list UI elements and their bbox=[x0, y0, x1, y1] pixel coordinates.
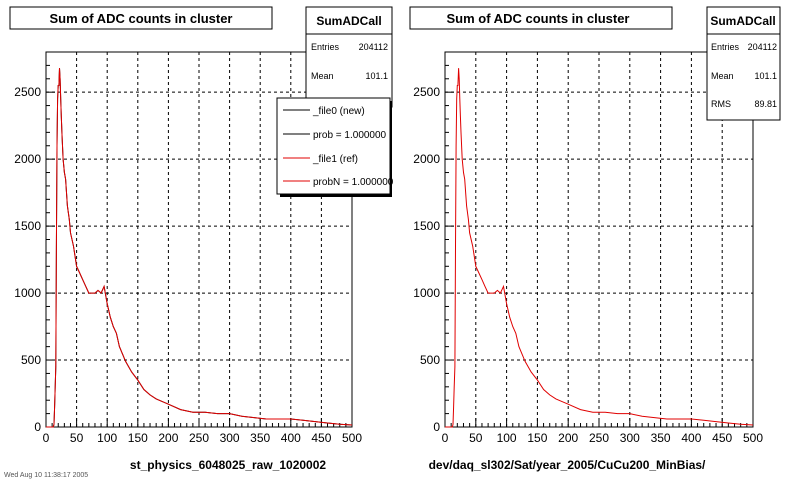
left-x-tick-label: 300 bbox=[220, 431, 240, 445]
left-x-tick-label: 50 bbox=[70, 431, 84, 445]
left-chart-title: Sum of ADC counts in cluster bbox=[50, 11, 233, 26]
right-y-tick-label: 2000 bbox=[413, 152, 440, 166]
right-chart-title: Sum of ADC counts in cluster bbox=[447, 11, 630, 26]
left-title-box bbox=[9, 6, 273, 30]
right-x-tick-label: 400 bbox=[681, 431, 701, 445]
left-x-tick-label: 350 bbox=[250, 431, 270, 445]
footer-timestamp: Wed Aug 10 11:38:17 2005 bbox=[4, 472, 88, 479]
left-x-tick-label: 200 bbox=[158, 431, 178, 445]
right-x-tick-label: 500 bbox=[743, 431, 763, 445]
left-x-tick-label: 0 bbox=[43, 431, 50, 445]
left-x-tick-label: 500 bbox=[342, 431, 362, 445]
left-y-tick-label: 1500 bbox=[14, 219, 41, 233]
left-stats-entries-label: Entries bbox=[311, 42, 340, 52]
left-x-tick-label: 250 bbox=[189, 431, 209, 445]
left-y-tick-label: 0 bbox=[34, 420, 41, 434]
right-stats-rms-value: 89.81 bbox=[754, 99, 777, 109]
left-x-tick-label: 450 bbox=[311, 431, 331, 445]
right-x-tick-label: 450 bbox=[712, 431, 732, 445]
left-x-axis-label: st_physics_6048025_raw_1020002 bbox=[130, 458, 326, 472]
legend-label-probn: probN = 1.000000 bbox=[313, 177, 394, 188]
left-stats-mean-label: Mean bbox=[311, 71, 334, 81]
right-x-tick-label: 150 bbox=[527, 431, 547, 445]
legend-frame bbox=[276, 97, 391, 195]
right-stats-entries-label: Entries bbox=[711, 42, 740, 52]
right-stats-rms-label: RMS bbox=[711, 99, 731, 109]
right-title-box bbox=[409, 6, 673, 30]
legend-label-prob: prob = 1.000000 bbox=[313, 130, 387, 141]
left-stats-name: SumADCall bbox=[316, 14, 381, 28]
right-x-tick-label: 200 bbox=[558, 431, 578, 445]
right-series-line-0 bbox=[445, 68, 754, 428]
right-x-tick-label: 300 bbox=[620, 431, 640, 445]
right-x-tick-label: 0 bbox=[442, 431, 449, 445]
right-y-tick-label: 1500 bbox=[413, 219, 440, 233]
right-x-tick-label: 350 bbox=[651, 431, 671, 445]
right-x-axis-label: dev/daq_sl302/Sat/year_2005/CuCu200_MinB… bbox=[429, 458, 706, 472]
right-x-tick-label: 250 bbox=[589, 431, 609, 445]
left-y-tick-label: 500 bbox=[21, 353, 41, 367]
right-y-tick-label: 1000 bbox=[413, 286, 440, 300]
left-stats-entries-value: 204112 bbox=[359, 42, 388, 52]
right-x-tick-label: 100 bbox=[497, 431, 517, 445]
right-panel: 0 50 100 150 200 250 300 350 400 450 500 0 500 1000 15… bbox=[409, 6, 781, 472]
legend-label-file1: _file1 (ref) bbox=[312, 154, 358, 165]
left-stats-mean-value: 101.1 bbox=[365, 71, 388, 81]
left-y-tick-label: 2500 bbox=[14, 85, 41, 99]
left-x-tick-label: 150 bbox=[128, 431, 148, 445]
left-y-tick-label: 2000 bbox=[14, 152, 41, 166]
right-stats-box: SumADCall Entries 204112 Mean 101.1 RMS … bbox=[706, 6, 781, 121]
left-stats-frame bbox=[305, 6, 393, 108]
right-stats-mean-label: Mean bbox=[711, 71, 734, 81]
right-stats-frame bbox=[706, 6, 781, 121]
right-y-tick-label: 0 bbox=[433, 420, 440, 434]
left-x-tick-label: 100 bbox=[97, 431, 117, 445]
right-y-tick-label: 2500 bbox=[413, 85, 440, 99]
right-stats-mean-value: 101.1 bbox=[754, 71, 777, 81]
right-y-tick-label: 500 bbox=[420, 353, 440, 367]
left-series-line-1 bbox=[46, 68, 353, 428]
right-x-tick-label: 50 bbox=[469, 431, 483, 445]
legend-label-file0: _file0 (new) bbox=[312, 106, 365, 117]
left-legend: _file0 (new) prob = 1.000000 _file1 (ref… bbox=[276, 97, 394, 197]
left-x-tick-label: 400 bbox=[281, 431, 301, 445]
left-y-tick-label: 1000 bbox=[14, 286, 41, 300]
left-panel: 0 50 100 150 200 250 300 350 400 450 500 0 500 1000 15… bbox=[9, 6, 394, 472]
right-stats-name: SumADCall bbox=[710, 14, 775, 28]
right-stats-entries-value: 204112 bbox=[748, 42, 777, 52]
right-plot-group: 0 50 100 150 200 250 300 350 400 450 500 0 500 1000 15… bbox=[413, 51, 763, 445]
left-stats-box: SumADCall Entries 204112 Mean 101.1 bbox=[305, 6, 393, 108]
